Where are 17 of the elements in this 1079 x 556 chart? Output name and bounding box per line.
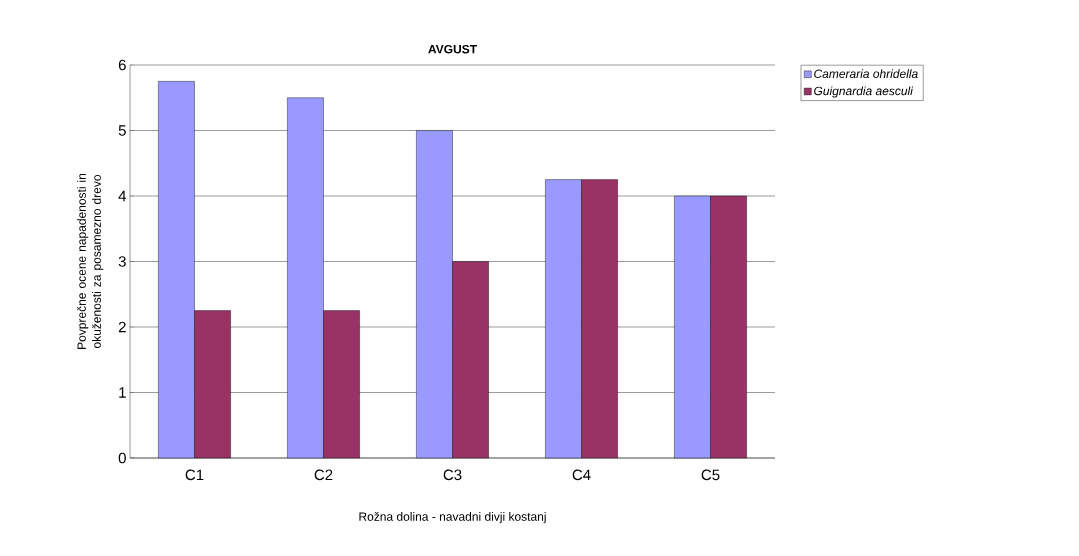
y-axis-title: Povprečne ocene napadenosti in okuženosti za posamezno drevo [77,173,104,349]
y-tick-label: 0 [118,452,126,464]
y-tick-label: 2 [118,321,126,333]
y-tick-label: 5 [118,125,126,136]
x-tick-label: C5 [701,469,720,481]
x-tick-label: C3 [443,469,462,481]
legend-label: Cameraria ohridella [814,69,918,79]
y-tick-label: 3 [118,256,126,267]
y-tick-label: 4 [118,190,127,202]
x-axis-title: Rožna dolina - navadni divji kostanj [359,512,546,524]
x-tick-label: C2 [314,469,333,481]
x-tick-label: C4 [572,469,591,481]
chart-title: AVGUST [428,44,477,54]
y-tick-label: 1 [119,387,126,398]
y-tick-label: 6 [118,59,126,71]
legend-label: Guignardia aesculi [814,86,914,98]
x-tick-label: C1 [185,469,204,481]
